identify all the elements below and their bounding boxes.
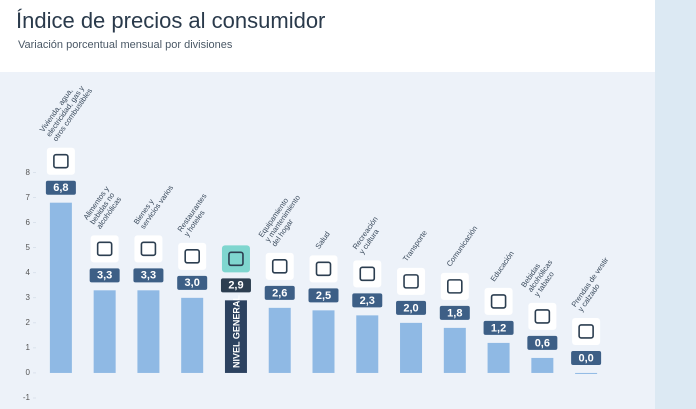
bar xyxy=(93,290,116,373)
y-tick-label: 4 xyxy=(26,268,31,277)
icon-glyph xyxy=(534,309,551,324)
category-label: NIVEL GENERAL xyxy=(231,295,241,368)
bar xyxy=(181,297,204,373)
bar xyxy=(356,315,379,373)
value-label: 2,3 xyxy=(360,295,375,307)
icon-tile xyxy=(309,255,338,283)
bar xyxy=(224,300,247,373)
bar xyxy=(531,357,554,373)
y-tick-label: 5 xyxy=(26,243,31,252)
value-label: 3,0 xyxy=(185,277,200,289)
bar xyxy=(443,327,466,373)
icon-tile xyxy=(484,287,513,315)
bar xyxy=(137,290,160,373)
bar xyxy=(49,202,72,373)
value-label-box xyxy=(308,288,339,303)
chart-title: Índice de precios al consumidor xyxy=(16,8,325,33)
value-label: 2,6 xyxy=(272,287,287,299)
y-tick-label: 2 xyxy=(26,318,31,327)
value-label-box xyxy=(439,305,470,320)
icon-glyph xyxy=(490,294,507,309)
icon-glyph xyxy=(228,251,244,267)
value-label-box xyxy=(264,285,295,300)
icon-tile xyxy=(221,245,250,273)
y-tick-label: 7 xyxy=(26,193,31,202)
icon-glyph xyxy=(359,266,376,282)
icon-tile xyxy=(90,235,119,263)
icon-glyph xyxy=(140,241,157,257)
value-label-box xyxy=(177,275,208,290)
y-tick-label: 1 xyxy=(26,343,31,352)
value-label-box xyxy=(220,278,251,293)
side-strip xyxy=(655,0,696,409)
icon-glyph xyxy=(403,274,419,289)
value-label-box xyxy=(352,293,383,308)
bar xyxy=(487,342,510,373)
icon-glyph xyxy=(53,153,69,169)
icon-glyph xyxy=(271,259,288,274)
icon-tile xyxy=(440,272,469,300)
icon-glyph xyxy=(96,241,113,257)
value-label: 1,2 xyxy=(491,322,506,334)
y-tick-label: 0 xyxy=(26,368,31,377)
value-label: 2,5 xyxy=(316,290,331,302)
icon-tile xyxy=(134,235,163,263)
value-label-box xyxy=(396,300,427,315)
value-label: 2,0 xyxy=(403,302,418,314)
value-label-box xyxy=(527,335,558,350)
y-tick-label: 3 xyxy=(26,293,31,302)
value-label: 1,8 xyxy=(447,307,462,319)
y-tick-label: -1 xyxy=(23,393,31,402)
y-tick-label: 8 xyxy=(26,168,31,177)
icon-glyph xyxy=(447,279,463,294)
icon-tile xyxy=(353,260,382,288)
bar xyxy=(575,372,598,374)
icon-tile xyxy=(397,267,426,295)
icon-glyph xyxy=(578,324,594,339)
y-tick-label: 6 xyxy=(26,218,31,227)
value-label: 0,6 xyxy=(535,337,550,349)
icon-tile xyxy=(265,252,294,280)
value-label: 3,3 xyxy=(97,270,112,282)
icon-tile xyxy=(178,242,207,270)
value-label-box xyxy=(133,268,164,283)
value-label-box xyxy=(571,350,602,365)
value-label: 0,0 xyxy=(578,352,593,364)
bar xyxy=(268,307,291,373)
value-label-box xyxy=(45,180,76,195)
value-label: 6,8 xyxy=(53,182,68,194)
icon-tile xyxy=(46,147,75,175)
bar xyxy=(312,310,335,373)
value-label-box xyxy=(89,268,120,283)
icon-tile xyxy=(528,302,557,330)
icon-tile xyxy=(572,317,601,345)
value-label-box xyxy=(483,320,514,335)
icon-glyph xyxy=(184,249,200,264)
bar xyxy=(400,322,423,373)
chart-subtitle: Variación porcentual mensual por divisio… xyxy=(18,39,233,51)
value-label: 3,3 xyxy=(141,270,156,282)
value-label: 2,9 xyxy=(228,280,243,292)
icon-glyph xyxy=(315,261,332,277)
